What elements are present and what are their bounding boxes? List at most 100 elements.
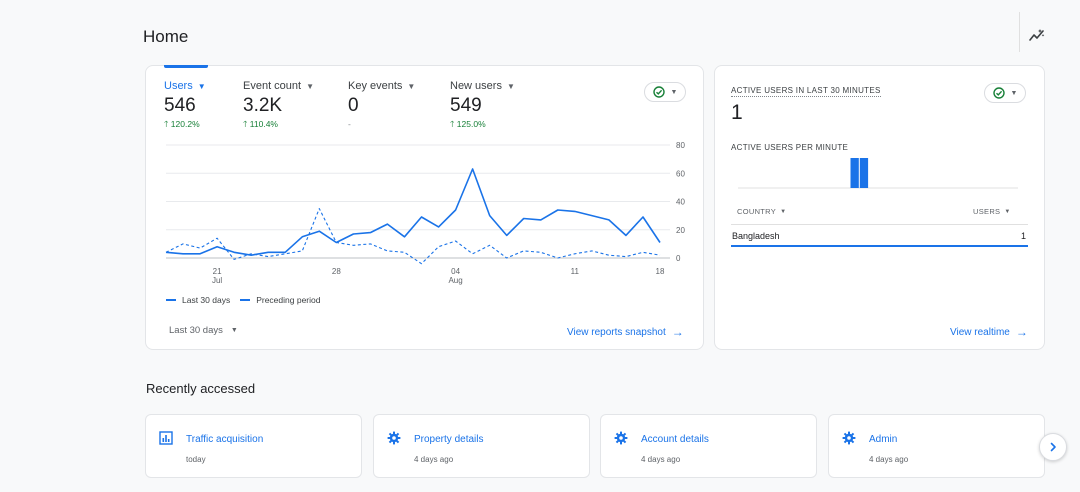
overview-card xyxy=(145,65,704,350)
y-tick-label: 40 xyxy=(676,198,685,207)
x-tick-label: 18 xyxy=(656,267,665,276)
metric-value: 546 xyxy=(164,95,196,116)
legend-current-label: Last 30 days xyxy=(182,295,231,305)
check-circle-icon xyxy=(992,87,1005,99)
insights-button[interactable] xyxy=(1024,22,1050,48)
x-tick-sublabel: Jul xyxy=(212,276,222,285)
series-line-preceding-period xyxy=(165,208,661,265)
check-circle-icon xyxy=(652,86,665,98)
legend-dashed-swatch xyxy=(240,299,251,301)
realtime-heading[interactable]: ACTIVE USERS IN LAST 30 MINUTES xyxy=(731,86,881,97)
country-cell: Bangladesh xyxy=(732,231,780,241)
metric-label: New users xyxy=(450,80,502,92)
metric-change: 110.4% xyxy=(249,119,278,129)
metric-change: 120.2% xyxy=(170,119,200,129)
per-minute-bar xyxy=(850,158,859,188)
arrow-up-icon: 🡑 xyxy=(164,119,169,129)
caret-down-icon: ▼ xyxy=(407,81,416,91)
toolbar-divider xyxy=(1019,12,1020,52)
y-tick-label: 60 xyxy=(676,169,685,178)
metric-value: 3.2K xyxy=(243,95,283,116)
legend-solid-swatch xyxy=(166,299,176,301)
caret-down-icon: ▼ xyxy=(1004,208,1011,215)
metric-tab-event-count[interactable]: Event count ▼ 3.2K 🡑 110.4% xyxy=(243,80,314,133)
date-range-dropdown[interactable]: Last 30 days ▼ xyxy=(169,325,238,336)
series-line-last-30-days xyxy=(165,168,661,256)
x-tick-label: 11 xyxy=(571,267,580,276)
x-tick-sublabel: Aug xyxy=(448,276,462,285)
arrow-up-icon: 🡑 xyxy=(243,119,248,129)
metric-tab-key-events[interactable]: Key events ▼ 0 - xyxy=(348,80,415,129)
x-tick-label: 28 xyxy=(332,267,341,276)
insights-icon xyxy=(1029,29,1045,41)
recent-item-account-details[interactable]: Account details 4 days ago xyxy=(600,414,817,478)
recent-item-subtitle: 4 days ago xyxy=(869,455,909,464)
date-range-label: Last 30 days xyxy=(169,325,223,336)
data-quality-status-button[interactable]: ▼ xyxy=(644,82,686,102)
recent-item-subtitle: 4 days ago xyxy=(641,455,681,464)
arrow-right-icon: → xyxy=(1015,325,1028,339)
table-row-bar xyxy=(731,245,1028,247)
y-tick-label: 80 xyxy=(676,141,685,150)
active-tab-indicator xyxy=(164,65,208,68)
recent-item-subtitle: today xyxy=(186,455,206,464)
realtime-card xyxy=(714,65,1045,350)
metric-tab-users[interactable]: Users ▼ 546 🡑 120.2% xyxy=(164,80,206,133)
metric-label: Users xyxy=(164,80,193,92)
per-minute-heading: ACTIVE USERS PER MINUTE xyxy=(731,143,849,152)
users-cell: 1 xyxy=(1021,231,1027,241)
caret-down-icon: ▼ xyxy=(230,327,238,334)
metric-label: Key events xyxy=(348,80,403,92)
country-column-header[interactable]: COUNTRY ▼ xyxy=(737,207,786,216)
view-reports-snapshot-link[interactable]: View reports snapshot → xyxy=(567,325,684,339)
view-realtime-link[interactable]: View realtime → xyxy=(950,325,1028,339)
caret-down-icon: ▼ xyxy=(506,81,515,91)
page-title: Home xyxy=(143,27,189,46)
carousel-next-button[interactable] xyxy=(1039,433,1067,461)
chart-report-icon xyxy=(159,431,173,445)
chart-legend: Last 30 days Preceding period xyxy=(166,295,320,305)
per-minute-bar xyxy=(859,158,869,188)
caret-down-icon: ▼ xyxy=(197,81,206,91)
y-tick-label: 20 xyxy=(676,226,685,235)
recent-item-property-details[interactable]: Property details 4 days ago xyxy=(373,414,590,478)
gear-icon xyxy=(387,431,401,445)
x-tick-label: 04 xyxy=(451,267,460,276)
per-minute-bar-chart xyxy=(738,158,1018,189)
view-realtime-label: View realtime xyxy=(950,326,1010,338)
arrow-up-icon: 🡑 xyxy=(450,119,455,129)
metric-value: 549 xyxy=(450,95,482,116)
recent-item-title: Traffic acquisition xyxy=(186,434,264,445)
realtime-users-value: 1 xyxy=(731,101,743,124)
view-reports-snapshot-label: View reports snapshot xyxy=(567,326,666,338)
caret-down-icon: ▼ xyxy=(780,208,787,215)
chevron-right-icon xyxy=(1050,442,1056,452)
arrow-right-icon: → xyxy=(671,325,684,339)
caret-down-icon: ▼ xyxy=(306,81,315,91)
y-tick-label: 0 xyxy=(676,254,681,263)
gear-icon xyxy=(614,431,628,445)
recent-item-admin[interactable]: Admin 4 days ago xyxy=(828,414,1045,478)
metric-value: 0 xyxy=(348,95,359,116)
recent-item-subtitle: 4 days ago xyxy=(414,455,454,464)
legend-previous-label: Preceding period xyxy=(256,295,321,305)
metric-change: 125.0% xyxy=(456,119,486,129)
metric-tab-new-users[interactable]: New users ▼ 549 🡑 125.0% xyxy=(450,80,515,133)
caret-down-icon: ▼ xyxy=(670,88,678,96)
metric-change: - xyxy=(348,119,351,129)
recent-item-title: Admin xyxy=(869,434,898,445)
recently-accessed-title: Recently accessed xyxy=(146,381,256,396)
gear-icon xyxy=(842,431,856,445)
caret-down-icon: ▼ xyxy=(1010,89,1018,97)
realtime-status-button[interactable]: ▼ xyxy=(984,83,1026,103)
recent-item-title: Property details xyxy=(414,434,484,445)
recent-item-traffic-acquisition[interactable]: Traffic acquisition today xyxy=(145,414,362,478)
table-header-divider xyxy=(731,224,1028,225)
x-tick-label: 21 xyxy=(213,267,222,276)
recent-item-title: Account details xyxy=(641,434,709,445)
users-column-label: USERS xyxy=(973,207,1001,216)
country-column-label: COUNTRY xyxy=(737,207,777,216)
metric-label: Event count xyxy=(243,80,302,92)
users-column-header[interactable]: USERS ▼ xyxy=(973,207,1011,216)
